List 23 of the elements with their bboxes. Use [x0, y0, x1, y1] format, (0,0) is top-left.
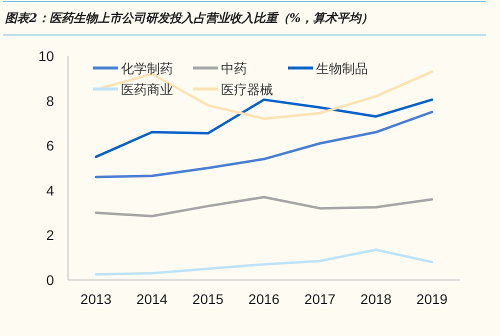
x-tick-label: 2016	[248, 291, 280, 307]
legend-label: 中药	[221, 61, 247, 76]
legend-label: 化学制药	[121, 61, 173, 76]
line-series	[94, 98, 434, 158]
line-series	[94, 110, 434, 178]
y-tick-label: 0	[46, 272, 54, 288]
y-tick-label: 6	[46, 138, 54, 154]
x-tick-label: 2019	[416, 291, 448, 307]
x-tick-label: 2014	[136, 291, 168, 307]
y-tick-label: 10	[38, 48, 54, 64]
line-series	[94, 196, 434, 218]
line-series	[94, 248, 434, 276]
x-tick-label: 2013	[80, 291, 112, 307]
y-tick-label: 2	[46, 227, 54, 244]
x-tick-label: 2017	[304, 291, 336, 307]
legend-label: 医疗器械	[221, 82, 273, 97]
y-tick-label: 4	[46, 182, 54, 198]
legend-label: 医药商业	[121, 82, 173, 97]
x-tick-label: 2015	[192, 291, 224, 307]
y-tick-label: 8	[46, 92, 54, 109]
legend-label: 生物制品	[316, 61, 368, 76]
x-tick-label: 2018	[360, 291, 392, 307]
chart-title: 图表2：医药生物上市公司研发投入占营业收入比重（%，算术平均）	[5, 11, 373, 25]
